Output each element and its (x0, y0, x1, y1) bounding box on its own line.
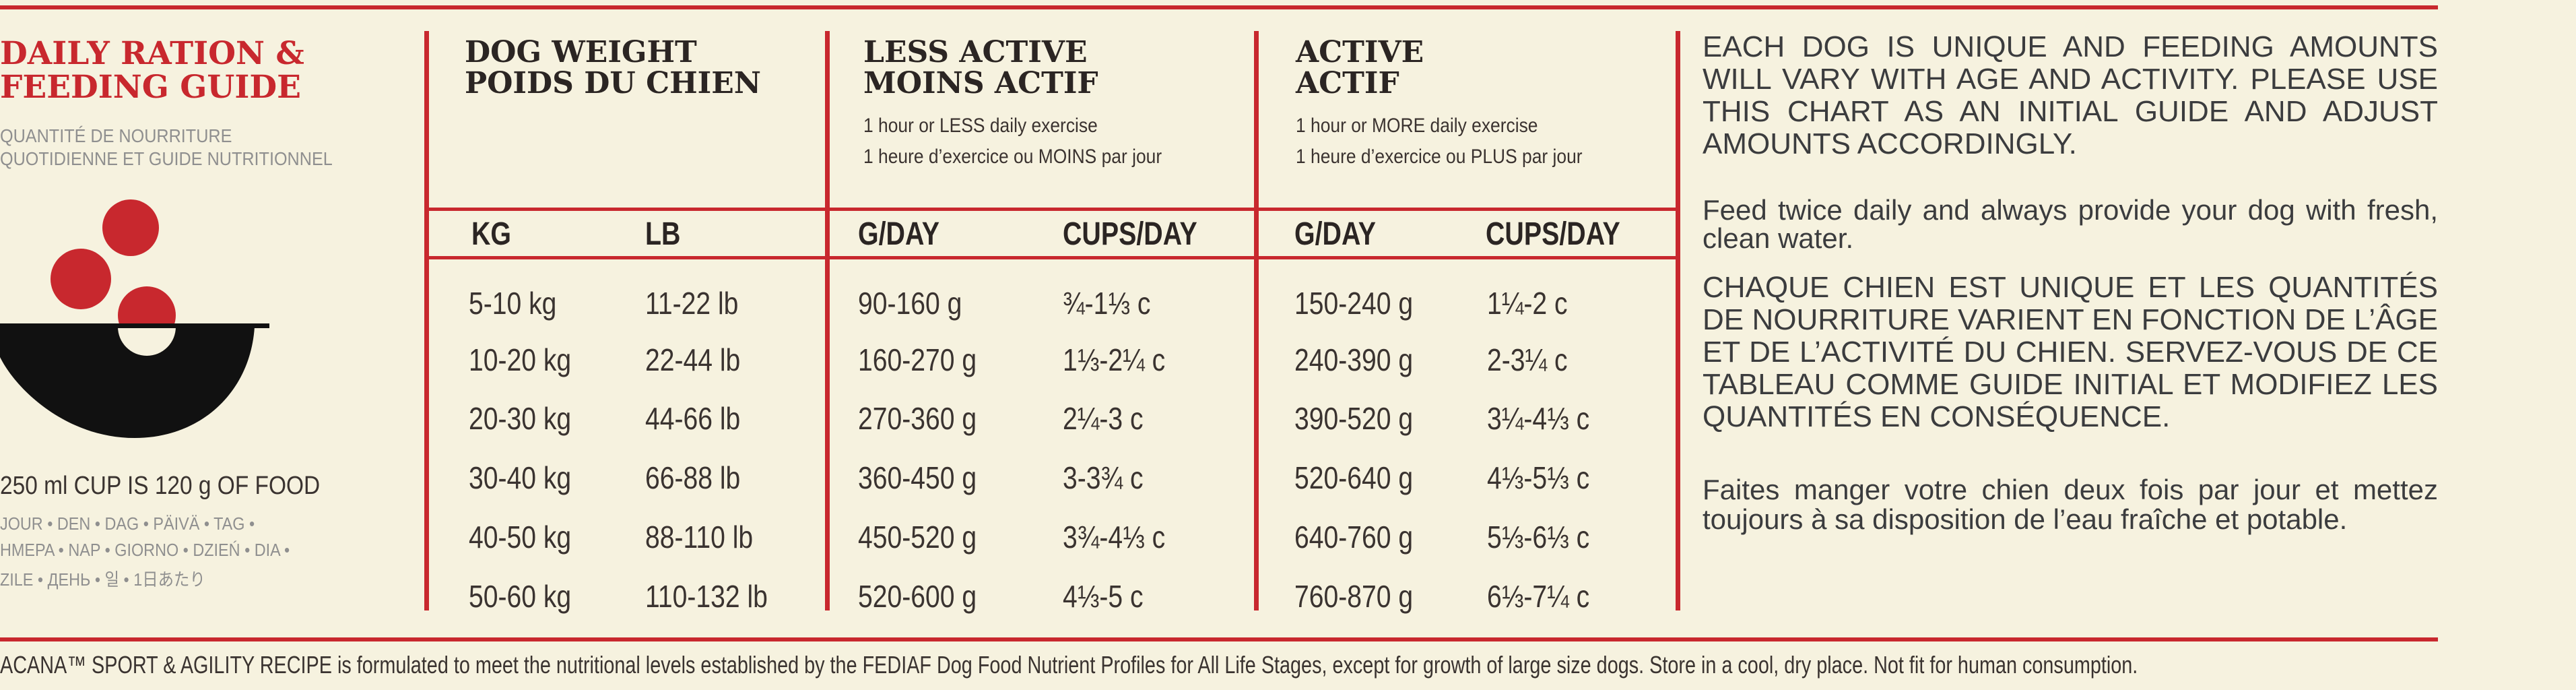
header-lb: LB (645, 216, 681, 252)
cell-less-cups: 3¾-4⅓ c (1063, 520, 1166, 555)
header-kg: KG (471, 216, 512, 252)
less-title-fr: MOINS ACTIF (863, 66, 1098, 100)
cell-less-g: 360-450 g (858, 460, 977, 495)
food-bowl-icon (0, 199, 269, 438)
cell-less-cups: ¾-1⅓ c (1063, 286, 1151, 321)
cell-less-cups: 3-3¾ c (1063, 460, 1144, 495)
guide-title-line1: DAILY RATION & (0, 35, 304, 72)
active-subtitle-fr: 1 heure d’exercice ou PLUS par jour (1296, 146, 1583, 168)
cell-less-g: 160-270 g (858, 342, 977, 377)
cell-kg: 50-60 kg (469, 579, 572, 614)
cell-active-g: 520-640 g (1294, 460, 1414, 495)
cell-kg: 30-40 kg (469, 460, 572, 495)
active-title-fr: ACTIF (1296, 66, 1399, 100)
cell-kg: 20-30 kg (469, 401, 572, 436)
divider-right (1676, 31, 1680, 610)
cup-note: 250 ml CUP IS 120 g OF FOOD (0, 472, 321, 500)
row-5: 50-60 kg 110-132 lb 520-600 g 4⅓-5 c 760… (0, 578, 1677, 619)
header-rule-top (424, 208, 1680, 211)
feeding-instruction-fr: Faites manger votre chien deux fois par … (1703, 474, 2438, 535)
cell-active-cups: 3¼-4⅓ c (1487, 401, 1590, 436)
active-title-en: ACTIVE (1296, 35, 1424, 69)
info-paragraph-fr: CHAQUE CHIEN EST UNIQUE ET LES QUANTITÉS… (1703, 271, 2438, 433)
legal-footer: ACANA™ SPORT & AGILITY RECIPE is formula… (0, 651, 2138, 679)
cell-less-cups: 4⅓-5 c (1063, 579, 1144, 614)
cell-less-g: 520-600 g (858, 579, 977, 614)
less-title-en: LESS ACTIVE (863, 35, 1088, 69)
cell-less-cups: 2¼-3 c (1063, 401, 1144, 436)
cell-active-cups: 4⅓-5⅓ c (1487, 460, 1590, 495)
divider-weight (825, 31, 830, 610)
feeding-instruction-en: Feed twice daily and always provide your… (1703, 194, 2438, 254)
guide-title-line2: FEEDING GUIDE (0, 69, 301, 106)
cell-lb: 22-44 lb (645, 342, 741, 377)
top-rule (0, 5, 2438, 9)
cell-lb: 66-88 lb (645, 460, 741, 495)
header-active-cups: CUPS/DAY (1486, 216, 1620, 252)
cell-kg: 5-10 kg (469, 286, 557, 321)
guide-subtitle-line1: QUANTITÉ DE NOURRITURE (0, 125, 232, 146)
less-subtitle-en: 1 hour or LESS daily exercise (863, 115, 1098, 137)
info-paragraph-en: EACH DOG IS UNIQUE AND FEEDING AMOUNTS W… (1703, 30, 2438, 160)
cell-active-cups: 6⅓-7¼ c (1487, 579, 1590, 614)
divider-less (1254, 31, 1259, 610)
day-translations-2: HMEPA • NAP • GIORNO • DZIEŃ • DIA • (0, 540, 290, 560)
cell-lb: 44-66 lb (645, 401, 741, 436)
cell-lb: 110-132 lb (645, 579, 768, 614)
cell-active-cups: 2-3¼ c (1487, 342, 1568, 377)
header-less-cups: CUPS/DAY (1063, 216, 1197, 252)
less-subtitle-fr: 1 heure d’exercice ou MOINS par jour (863, 146, 1162, 168)
cell-active-g: 760-870 g (1294, 579, 1414, 614)
row-1: 10-20 kg 22-44 lb 160-270 g 1⅓-2¼ c 240-… (0, 342, 1677, 382)
row-2: 20-30 kg 44-66 lb 270-360 g 2¼-3 c 390-5… (0, 400, 1677, 441)
day-translations-3: ZILE • ДЕНЬ • 일 • 1日あたり (0, 569, 205, 590)
weight-title-fr: POIDS DU CHIEN (465, 66, 762, 100)
cell-kg: 40-50 kg (469, 520, 572, 555)
cell-less-cups: 1⅓-2¼ c (1063, 342, 1166, 377)
guide-subtitle-line2: QUOTIDIENNE ET GUIDE NUTRITIONNEL (0, 148, 333, 169)
cell-active-cups: 5⅓-6⅓ c (1487, 520, 1590, 555)
bottom-rule (0, 637, 2438, 641)
row-0: 5-10 kg 11-22 lb 90-160 g ¾-1⅓ c 150-240… (0, 285, 1677, 325)
cell-less-g: 90-160 g (858, 286, 962, 321)
cell-active-g: 150-240 g (1294, 286, 1414, 321)
cell-lb: 11-22 lb (645, 286, 739, 321)
cell-less-g: 450-520 g (858, 520, 977, 555)
header-active-g: G/DAY (1294, 216, 1377, 252)
cell-lb: 88-110 lb (645, 520, 754, 555)
row-3: 30-40 kg 66-88 lb 360-450 g 3-3¾ c 520-6… (0, 460, 1677, 500)
cell-active-g: 240-390 g (1294, 342, 1414, 377)
cell-kg: 10-20 kg (469, 342, 572, 377)
divider-left (424, 31, 429, 610)
active-subtitle-en: 1 hour or MORE daily exercise (1296, 115, 1538, 137)
weight-title-en: DOG WEIGHT (465, 35, 697, 69)
cell-active-cups: 1¼-2 c (1487, 286, 1568, 321)
day-translations-1: JOUR • DEN • DAG • PÄIVÄ • TAG • (0, 513, 255, 534)
cell-active-g: 390-520 g (1294, 401, 1414, 436)
cell-active-g: 640-760 g (1294, 520, 1414, 555)
cell-less-g: 270-360 g (858, 401, 977, 436)
row-4: 40-50 kg 88-110 lb 450-520 g 3¾-4⅓ c 640… (0, 519, 1677, 559)
header-rule-bottom (424, 256, 1680, 259)
header-less-g: G/DAY (858, 216, 940, 252)
